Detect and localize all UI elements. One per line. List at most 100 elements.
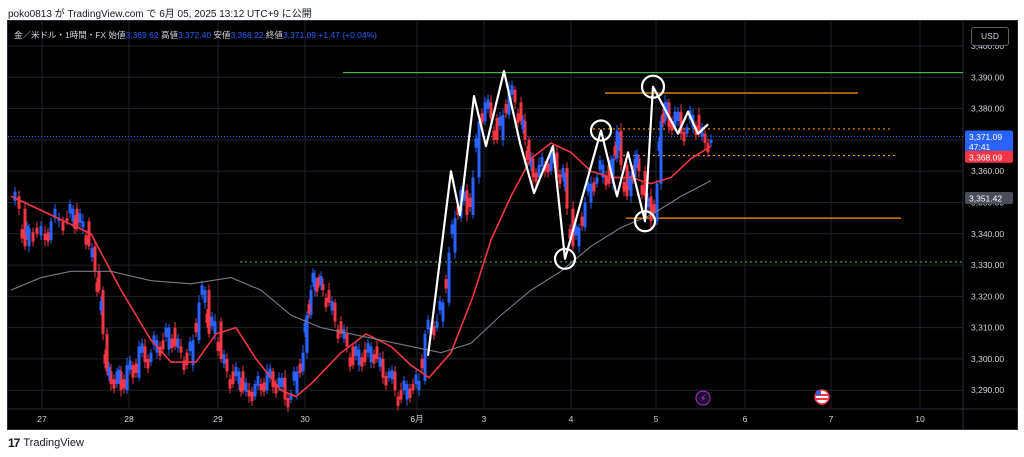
- time-tick-label: 28: [124, 414, 134, 424]
- candle-body: [277, 377, 281, 388]
- price-tick-label: 3,310.00: [971, 323, 1004, 333]
- tradingview-brand[interactable]: 17 TradingView: [8, 436, 84, 450]
- candle-body: [652, 204, 656, 214]
- candle-body: [670, 121, 674, 131]
- candle-body: [324, 297, 328, 308]
- candle-body: [583, 202, 587, 228]
- candle-body: [646, 197, 650, 208]
- candle-body: [655, 183, 659, 222]
- chart-frame[interactable]: ⚡ 3,290.00 3,300.00 3,310.00 3,320.00 3,330.0…: [7, 20, 1018, 430]
- candle-body: [577, 227, 581, 247]
- candle-body: [348, 357, 352, 367]
- candle-body: [213, 321, 217, 334]
- candle-body: [555, 152, 559, 178]
- close-value: 3,371.09: [282, 30, 317, 40]
- candle-body: [700, 127, 704, 137]
- candle-body: [152, 335, 156, 345]
- candle-body: [673, 111, 677, 128]
- candle-body: [598, 160, 602, 170]
- candle-body: [125, 365, 129, 391]
- candle-body: [185, 352, 189, 366]
- candle-body: [622, 182, 626, 192]
- candle-body: [13, 191, 17, 201]
- candle-body: [203, 290, 207, 303]
- candle-body: [549, 152, 553, 172]
- candle-body: [39, 225, 43, 236]
- candle-body: [134, 363, 138, 374]
- candle-body: [393, 371, 397, 391]
- candle-body: [107, 366, 111, 377]
- candle-body: [262, 382, 266, 392]
- candle-body: [43, 233, 47, 241]
- candle-body: [84, 235, 88, 245]
- candle-body: [81, 221, 85, 228]
- candle-body: [405, 383, 409, 400]
- candle-body: [531, 158, 535, 178]
- candle-body: [423, 333, 427, 381]
- ma-fast-line: [10, 142, 712, 398]
- candle-body: [426, 319, 430, 330]
- candle-body: [311, 272, 315, 283]
- candle-body: [237, 371, 241, 384]
- candle-body: [216, 341, 220, 352]
- candle-body: [268, 368, 272, 378]
- candle-body: [78, 213, 82, 223]
- candle-body: [330, 301, 334, 311]
- candle-body: [676, 111, 680, 122]
- candle-body: [205, 313, 209, 323]
- candle-body: [665, 103, 669, 114]
- candle-body: [613, 146, 617, 156]
- change-value: +1.47 (+0.04%): [318, 30, 378, 40]
- candle-body: [239, 382, 243, 392]
- candle-body: [625, 164, 629, 197]
- candle-body: [222, 354, 226, 364]
- ma-fast-badge-text: 3,368.09: [969, 152, 1002, 162]
- candle-body: [465, 189, 469, 215]
- candle-body: [194, 322, 198, 333]
- candle-body: [390, 369, 394, 380]
- candle-body: [629, 177, 633, 197]
- chart-canvas[interactable]: ⚡ 3,290.00 3,300.00 3,310.00 3,320.00 3,330.0…: [8, 21, 1017, 429]
- candle-body: [244, 382, 248, 392]
- currency-button[interactable]: USD: [971, 27, 1009, 46]
- candle-body: [703, 133, 707, 144]
- candle-body: [122, 379, 126, 389]
- candle-body: [604, 175, 608, 186]
- last-price-badge-bg: [965, 130, 1013, 153]
- candle-body: [574, 225, 578, 236]
- candle-body: [619, 130, 623, 165]
- candle-body: [643, 171, 647, 197]
- candle-body: [289, 393, 293, 400]
- candle-body: [283, 377, 287, 400]
- candle-body: [558, 174, 562, 184]
- candle-body: [510, 85, 514, 95]
- candle-body: [336, 329, 340, 339]
- candle-body: [495, 118, 499, 140]
- candle-body: [649, 196, 653, 222]
- candle-body: [586, 182, 590, 192]
- candle-body: [17, 196, 21, 209]
- candle-body: [117, 369, 121, 380]
- candle-body: [207, 290, 211, 334]
- candle-body: [176, 338, 180, 348]
- us-flag-stripe: [816, 394, 828, 396]
- candle-body: [305, 315, 309, 353]
- candle-body: [372, 354, 376, 364]
- candle-body: [516, 113, 520, 123]
- candle-body: [345, 333, 349, 347]
- candle-body: [617, 136, 621, 147]
- candle-body: [663, 102, 667, 122]
- candle-body: [61, 221, 65, 231]
- candle-body: [444, 279, 448, 289]
- marker-circle-0: [553, 247, 577, 270]
- candle-body: [307, 304, 311, 314]
- publish-caption: poko0813 が TradingView.com で 6月 05, 2025…: [8, 9, 312, 20]
- candle-body: [317, 277, 321, 284]
- candle-body: [228, 379, 232, 389]
- candle-body: [697, 114, 701, 134]
- candle-body: [146, 358, 150, 369]
- last-price-badge-sub: 47:41: [969, 142, 991, 152]
- candle-body: [351, 346, 355, 366]
- candle-body: [137, 346, 141, 378]
- candle-body: [411, 383, 415, 391]
